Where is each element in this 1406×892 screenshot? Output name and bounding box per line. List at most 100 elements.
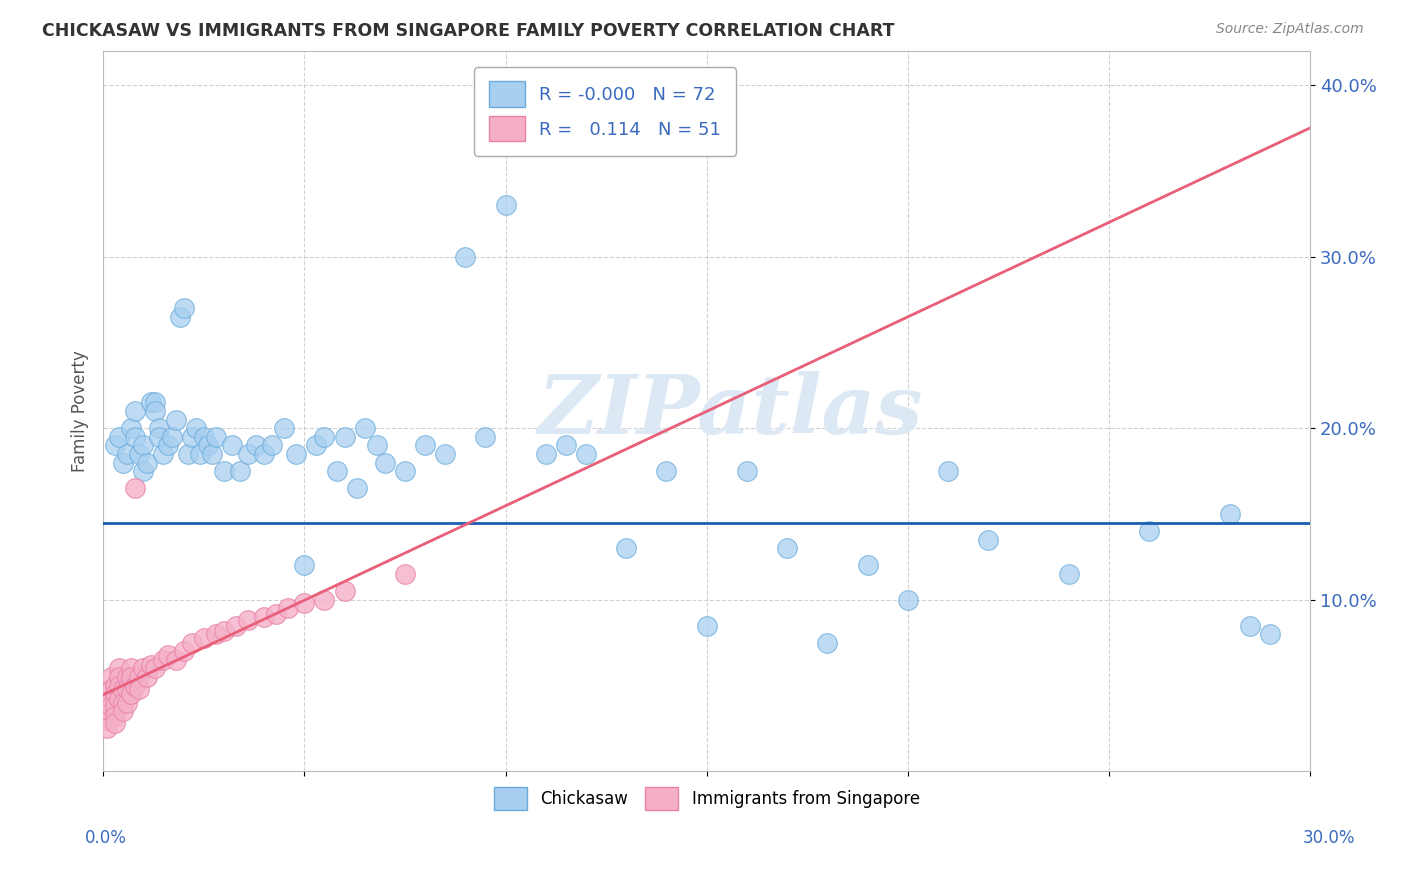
- Text: Source: ZipAtlas.com: Source: ZipAtlas.com: [1216, 22, 1364, 37]
- Point: [366, 438, 388, 452]
- Point: [104, 687, 127, 701]
- Point: [120, 661, 142, 675]
- Point: [136, 456, 159, 470]
- Point: [333, 430, 356, 444]
- Point: [145, 661, 167, 675]
- Point: [1258, 627, 1281, 641]
- Point: [112, 681, 135, 696]
- Point: [197, 438, 219, 452]
- Point: [434, 447, 457, 461]
- Point: [176, 447, 198, 461]
- Point: [112, 704, 135, 718]
- Point: [262, 438, 284, 452]
- Point: [495, 198, 517, 212]
- Point: [353, 421, 375, 435]
- Point: [1057, 567, 1080, 582]
- Point: [655, 464, 678, 478]
- Point: [160, 430, 183, 444]
- Point: [273, 421, 295, 435]
- Point: [236, 613, 259, 627]
- Point: [184, 421, 207, 435]
- Point: [141, 658, 163, 673]
- Point: [108, 661, 131, 675]
- Point: [108, 670, 131, 684]
- Point: [132, 438, 155, 452]
- Point: [253, 447, 276, 461]
- Point: [285, 447, 308, 461]
- Point: [136, 670, 159, 684]
- Point: [333, 584, 356, 599]
- Point: [614, 541, 637, 556]
- Point: [204, 430, 226, 444]
- Point: [96, 696, 118, 710]
- Point: [108, 679, 131, 693]
- Point: [201, 447, 224, 461]
- Point: [96, 713, 118, 727]
- Point: [193, 631, 215, 645]
- Point: [936, 464, 959, 478]
- Point: [156, 648, 179, 662]
- Point: [148, 430, 170, 444]
- Point: [394, 567, 416, 582]
- Point: [120, 687, 142, 701]
- Point: [104, 438, 127, 452]
- Point: [96, 722, 118, 736]
- Point: [554, 438, 576, 452]
- Point: [96, 704, 118, 718]
- Point: [124, 679, 146, 693]
- Point: [735, 464, 758, 478]
- Text: 0.0%: 0.0%: [84, 829, 127, 847]
- Point: [204, 627, 226, 641]
- Point: [180, 430, 202, 444]
- Point: [173, 301, 195, 315]
- Point: [180, 635, 202, 649]
- Point: [148, 421, 170, 435]
- Point: [104, 699, 127, 714]
- Point: [145, 395, 167, 409]
- Point: [394, 464, 416, 478]
- Point: [696, 618, 718, 632]
- Point: [325, 464, 347, 478]
- Point: [413, 438, 436, 452]
- Point: [117, 447, 139, 461]
- Point: [104, 716, 127, 731]
- Point: [145, 404, 167, 418]
- Point: [124, 404, 146, 418]
- Point: [856, 558, 879, 573]
- Text: ZIPatlas: ZIPatlas: [538, 371, 924, 451]
- Point: [292, 596, 315, 610]
- Legend: Chickasaw, Immigrants from Singapore: Chickasaw, Immigrants from Singapore: [486, 780, 927, 817]
- Point: [474, 430, 496, 444]
- Point: [104, 709, 127, 723]
- Point: [120, 421, 142, 435]
- Point: [124, 430, 146, 444]
- Point: [132, 464, 155, 478]
- Point: [165, 653, 187, 667]
- Point: [128, 681, 150, 696]
- Point: [534, 447, 557, 461]
- Point: [100, 692, 122, 706]
- Point: [124, 481, 146, 495]
- Point: [100, 670, 122, 684]
- Point: [776, 541, 799, 556]
- Text: CHICKASAW VS IMMIGRANTS FROM SINGAPORE FAMILY POVERTY CORRELATION CHART: CHICKASAW VS IMMIGRANTS FROM SINGAPORE F…: [42, 22, 894, 40]
- Point: [1137, 524, 1160, 538]
- Point: [193, 430, 215, 444]
- Point: [120, 670, 142, 684]
- Point: [100, 681, 122, 696]
- Point: [374, 456, 396, 470]
- Point: [575, 447, 598, 461]
- Point: [188, 447, 211, 461]
- Point: [117, 670, 139, 684]
- Point: [165, 412, 187, 426]
- Y-axis label: Family Poverty: Family Poverty: [72, 351, 89, 472]
- Point: [1219, 507, 1241, 521]
- Text: 30.0%: 30.0%: [1302, 829, 1355, 847]
- Point: [132, 661, 155, 675]
- Point: [245, 438, 267, 452]
- Point: [277, 601, 299, 615]
- Point: [221, 438, 243, 452]
- Point: [454, 250, 477, 264]
- Point: [292, 558, 315, 573]
- Point: [225, 618, 247, 632]
